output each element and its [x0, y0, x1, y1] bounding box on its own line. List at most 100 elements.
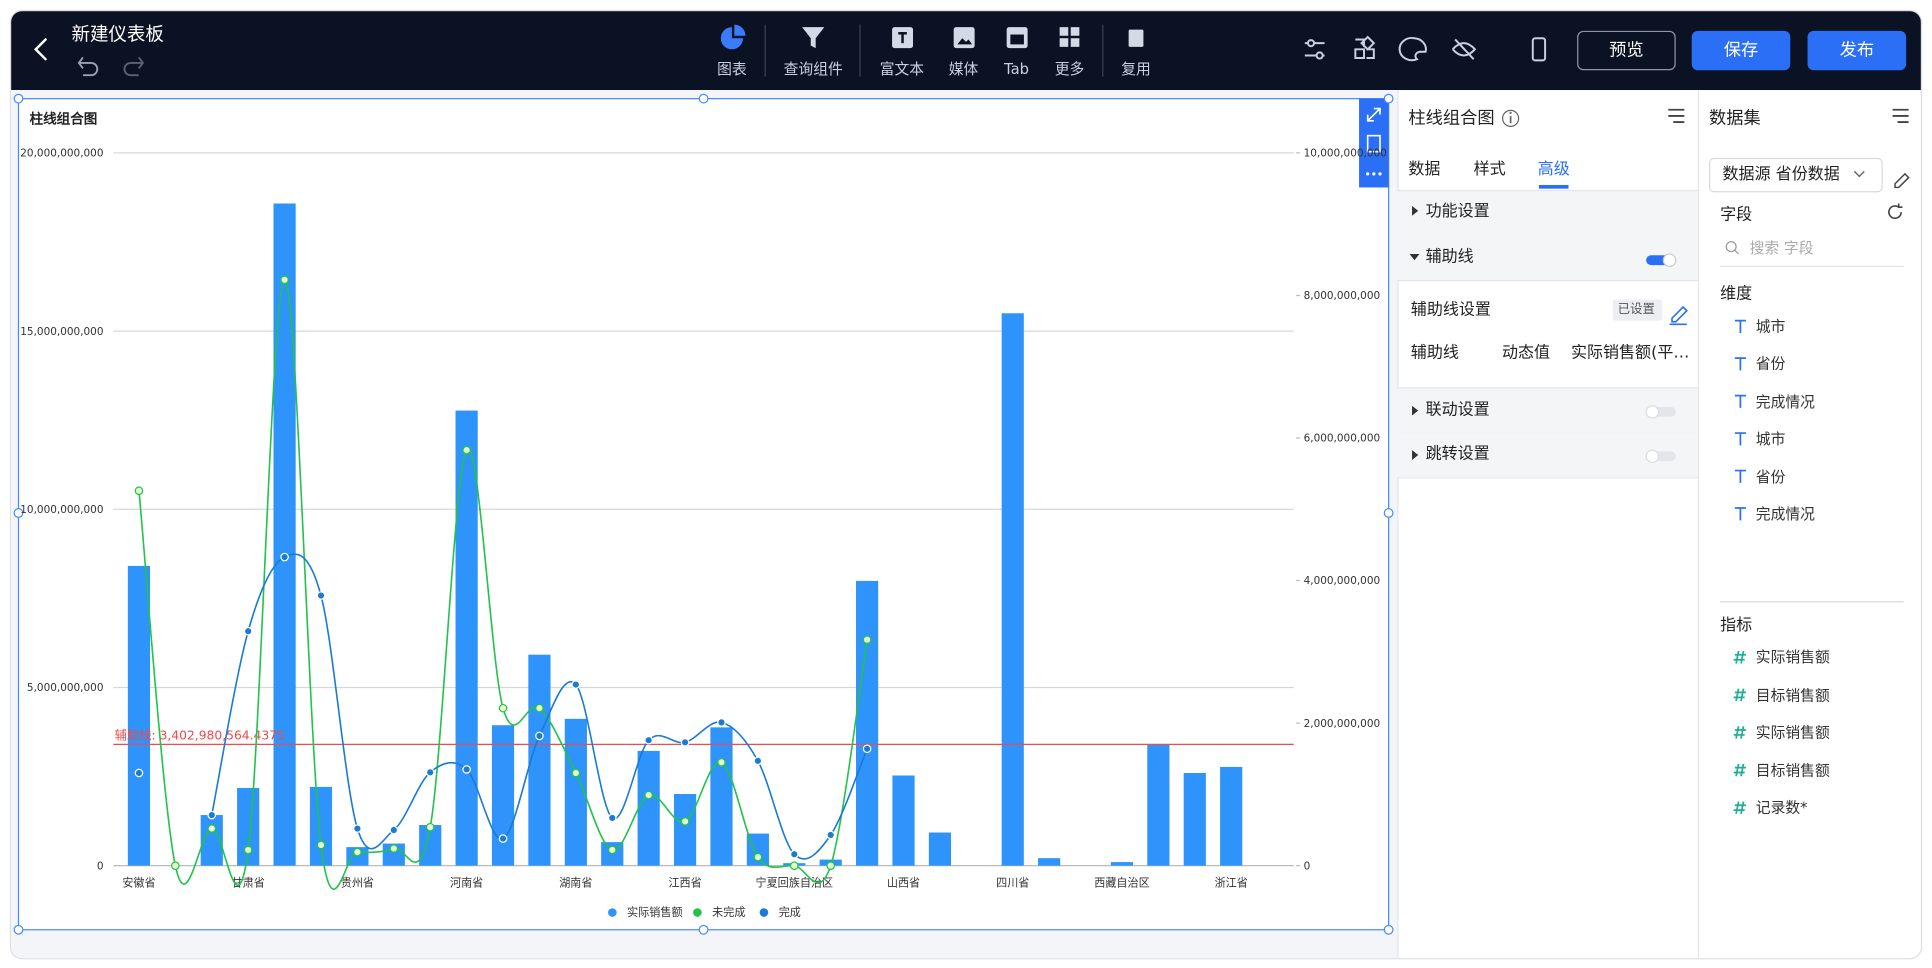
line-point	[207, 810, 217, 820]
line-point	[826, 830, 836, 840]
setting-cell: 实际销售额(平…	[1570, 344, 1690, 363]
info-icon[interactable]	[1501, 109, 1520, 128]
line-point	[425, 822, 435, 832]
x-tick-label: 浙江省	[1215, 877, 1248, 890]
back-icon[interactable]	[33, 38, 47, 61]
field-item[interactable]: 目标销售额	[1755, 761, 1830, 779]
toolbar-label[interactable]: 查询组件	[783, 60, 843, 78]
line-point	[280, 552, 289, 562]
bar	[382, 843, 405, 866]
toolbar-label[interactable]: 图表	[717, 60, 747, 78]
line-point	[535, 703, 544, 713]
bar	[1183, 772, 1206, 866]
edit-icon[interactable]	[1669, 305, 1688, 326]
line-point	[753, 756, 763, 766]
field-item[interactable]: 省份	[1755, 468, 1786, 486]
more-tools-icon[interactable]	[1366, 172, 1382, 176]
field-item[interactable]: 完成情况	[1755, 393, 1815, 411]
filter-icon[interactable]	[802, 27, 825, 49]
save-button[interactable]: 保存	[1691, 30, 1791, 71]
line-point	[280, 275, 289, 285]
data-panel-icons	[1720, 108, 1910, 815]
field-item[interactable]: 城市	[1755, 318, 1786, 336]
more-icon[interactable]	[1059, 27, 1080, 47]
line-point	[607, 813, 617, 823]
line-point	[316, 591, 326, 600]
line-point	[680, 817, 690, 826]
edit-icon[interactable]	[1894, 172, 1910, 189]
chart-icon[interactable]	[720, 27, 743, 50]
section[interactable]	[1397, 189, 1698, 237]
tab[interactable]: 样式	[1473, 160, 1506, 179]
refresh-icon[interactable]	[1888, 203, 1903, 220]
line-point	[353, 847, 362, 857]
dataset-select[interactable]	[1708, 157, 1883, 193]
bar	[237, 787, 260, 866]
y2-tick-label: 2,000,000,000	[1304, 718, 1381, 730]
toggle-off[interactable]	[1645, 405, 1676, 419]
bar	[200, 815, 223, 866]
panel-menu-icon[interactable]	[1892, 108, 1909, 124]
undo-icon[interactable]	[77, 57, 99, 77]
field-item[interactable]: 实际销售额	[1755, 648, 1830, 666]
line-point	[389, 844, 399, 853]
panel-menu-icon[interactable]	[1668, 108, 1685, 124]
toolbar-label[interactable]: 媒体	[948, 60, 979, 78]
widget-frame[interactable]	[17, 98, 1390, 931]
field-item[interactable]: 记录数*	[1755, 799, 1808, 817]
field-item[interactable]: 实际销售额	[1755, 723, 1830, 742]
bar	[564, 718, 587, 866]
field-item[interactable]: 目标销售额	[1755, 686, 1830, 704]
y2-tick-label: 6,000,000,000	[1304, 433, 1381, 445]
tab-underline	[1538, 184, 1569, 189]
search-input[interactable]: 搜索 字段	[1749, 239, 1814, 257]
chart-widget: 柱线组合图 0 5,000,000,000 10,000,000,000 15,000…	[13, 93, 1394, 935]
toolbar-label[interactable]: 更多	[1054, 60, 1085, 78]
x-tick-label: 湖南省	[559, 877, 592, 890]
section-title[interactable]: 联动设置	[1425, 400, 1490, 420]
chart-title: 柱线组合图	[30, 110, 98, 127]
y-tick-label: 0	[97, 860, 104, 872]
section-title[interactable]: 功能设置	[1425, 202, 1490, 221]
line-point	[571, 680, 581, 689]
section-title[interactable]: 跳转设置	[1425, 445, 1490, 464]
dimension-icon	[1734, 319, 1746, 333]
layout-icon[interactable]	[1354, 35, 1376, 59]
toggle-off[interactable]	[1645, 449, 1676, 464]
line-point	[862, 744, 872, 754]
preview-button[interactable]: 预览	[1577, 30, 1676, 71]
reuse-icon[interactable]	[1128, 29, 1144, 47]
dimension-icon	[1734, 432, 1746, 446]
x-tick-label: 西藏自治区	[1094, 876, 1149, 890]
bar	[928, 832, 952, 866]
resize-handles[interactable]	[13, 93, 1394, 935]
field-item[interactable]: 省份	[1755, 355, 1786, 373]
toggle-on[interactable]	[1646, 253, 1677, 267]
line-point	[171, 861, 180, 870]
x-tick-label: 安徽省	[122, 876, 155, 890]
section-title[interactable]: 辅助线	[1425, 247, 1474, 267]
publish-button[interactable]: 发布	[1807, 30, 1907, 71]
expand-icon[interactable]	[1366, 107, 1381, 122]
line-point	[389, 825, 399, 835]
field-item[interactable]: 完成情况	[1755, 505, 1815, 523]
dimensions-title: 维度	[1720, 284, 1753, 304]
mobile-icon[interactable]	[1531, 37, 1547, 62]
line-point	[425, 767, 435, 777]
hide-icon[interactable]	[1451, 38, 1477, 60]
tab-active[interactable]: 高级	[1537, 160, 1570, 179]
tab[interactable]: 数据	[1408, 160, 1441, 179]
line-point	[243, 845, 253, 855]
section[interactable]	[1397, 432, 1698, 479]
toolbar-label[interactable]: Tab	[1003, 60, 1030, 78]
field-item[interactable]: 城市	[1755, 430, 1786, 448]
dimension-icon	[1734, 507, 1746, 521]
toolbar-label[interactable]: 复用	[1121, 60, 1151, 78]
dataset-source[interactable]: 数据源 省份数据	[1722, 165, 1840, 184]
toolbar-label[interactable]: 富文本	[879, 60, 925, 78]
theme-icon[interactable]	[1398, 36, 1427, 62]
line-point	[498, 834, 508, 843]
legend-swatch	[759, 908, 769, 917]
note-icon[interactable]	[1366, 134, 1381, 153]
